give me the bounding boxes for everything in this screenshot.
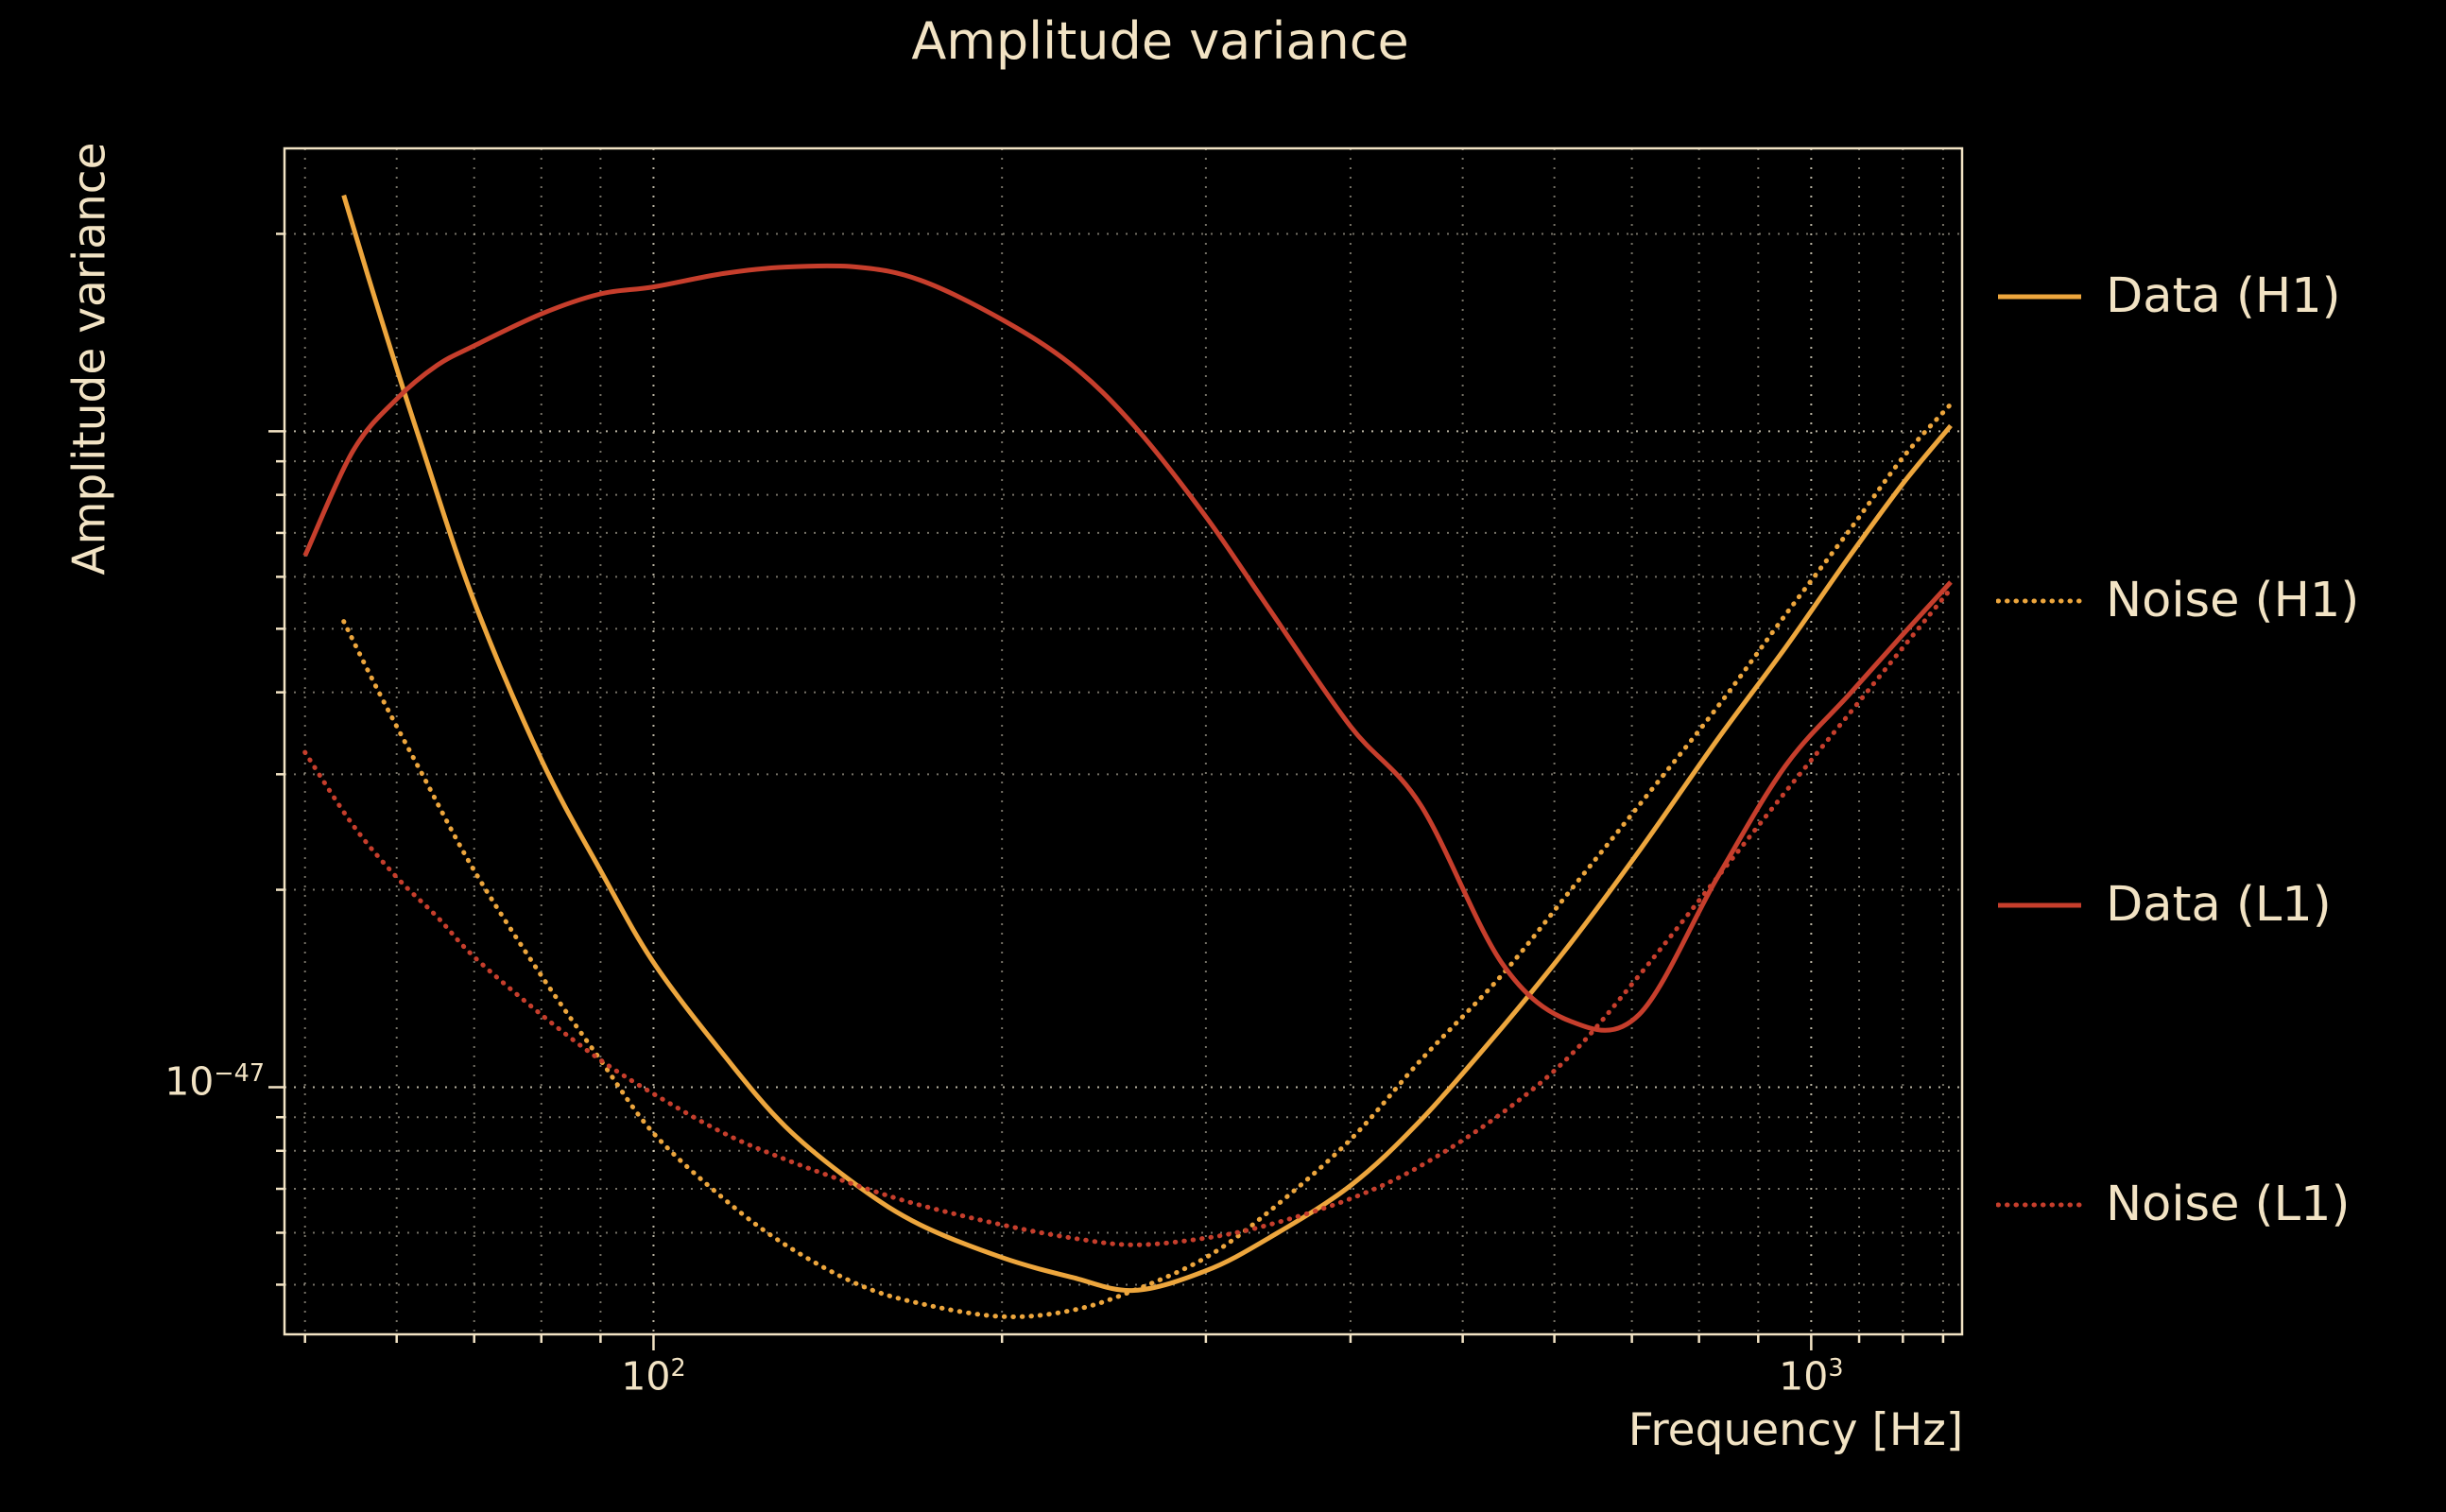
- series-data-h1: [341, 194, 1953, 1294]
- legend-entry: Data (H1): [1996, 268, 2341, 324]
- legend-label: Noise (L1): [2106, 1177, 2351, 1232]
- legend-line-sample-solid: [1998, 294, 2081, 299]
- chart-title: Amplitude variance: [911, 11, 1409, 71]
- legend-entry: Noise (H1): [1996, 573, 2359, 628]
- x-axis-label: Frequency [Hz]: [1628, 1404, 1964, 1456]
- legend-label: Data (L1): [2106, 877, 2332, 933]
- series-group: [302, 194, 1954, 1319]
- legend-label: Noise (H1): [2106, 573, 2360, 628]
- legend-entry: Noise (L1): [1996, 1177, 2350, 1232]
- legend-line-sample-solid: [1998, 902, 2081, 907]
- y-tick-label: 10−47: [164, 1058, 265, 1106]
- series-data-l1: [302, 263, 1953, 1033]
- legend-label: Data (H1): [2106, 268, 2341, 324]
- x-tick-label: 102: [621, 1353, 686, 1400]
- x-tick-label: 103: [1779, 1353, 1844, 1400]
- series-noise-l1: [302, 586, 1954, 1247]
- legend-line-sample-dotted: [1996, 598, 2083, 603]
- axes-spines: [283, 146, 1964, 1336]
- series-noise-h1: [341, 402, 1954, 1319]
- legend-line-sample-dotted: [1996, 1202, 2083, 1207]
- legend-entry: Data (L1): [1996, 877, 2332, 933]
